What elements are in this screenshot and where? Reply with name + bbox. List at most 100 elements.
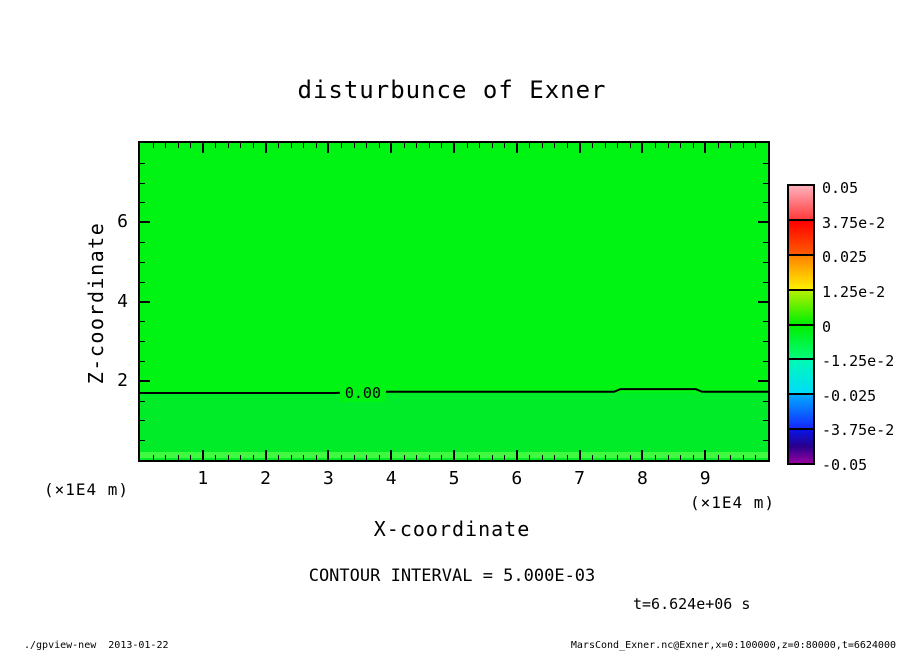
- axis-tick: [541, 143, 543, 148]
- axis-tick: [755, 455, 757, 460]
- x-tick-label: 8: [636, 468, 648, 489]
- axis-tick: [140, 360, 145, 362]
- x-tick-label: 3: [322, 468, 334, 489]
- axis-tick: [227, 143, 229, 148]
- axis-tick: [763, 360, 768, 362]
- axis-tick: [201, 143, 204, 153]
- axis-tick: [428, 455, 430, 460]
- colorbar-tick-label: 3.75e-2: [822, 213, 886, 232]
- axis-tick: [140, 162, 145, 164]
- axis-tick: [617, 143, 619, 148]
- axis-tick: [742, 143, 744, 148]
- axis-tick: [140, 400, 145, 402]
- axis-tick: [140, 242, 145, 244]
- colorbar-segment: [789, 393, 813, 429]
- axis-tick: [529, 455, 531, 460]
- axis-tick: [742, 455, 744, 460]
- axis-tick: [592, 455, 594, 460]
- axis-tick: [315, 143, 317, 148]
- axis-tick: [680, 455, 682, 460]
- axis-tick: [680, 143, 682, 148]
- time-label: t=6.624e+06 s: [633, 595, 751, 613]
- axis-tick: [315, 455, 317, 460]
- axis-tick: [403, 143, 405, 148]
- axis-tick: [327, 143, 330, 153]
- footer-dataset-label: MarsCond_Exner.nc@Exner,x=0:100000,z=0:8…: [570, 640, 896, 651]
- x-axis-title: X-coordinate: [373, 517, 531, 541]
- axis-tick: [190, 455, 192, 460]
- axis-tick: [654, 143, 656, 148]
- axis-tick: [730, 455, 732, 460]
- axis-tick: [215, 143, 217, 148]
- axis-tick: [303, 455, 305, 460]
- axis-tick: [416, 143, 418, 148]
- colorbar-tick-label: 0.05: [822, 179, 859, 197]
- axis-tick: [378, 455, 380, 460]
- axis-tick: [466, 143, 468, 148]
- axis-tick: [165, 143, 167, 148]
- axis-tick: [692, 455, 694, 460]
- colorbar-tick-label: -1.25e-2: [822, 352, 895, 371]
- axis-tick: [617, 455, 619, 460]
- axis-tick: [278, 143, 280, 148]
- axis-tick: [466, 455, 468, 460]
- y-tick-label: 6: [117, 211, 128, 233]
- axis-tick: [441, 143, 443, 148]
- axis-tick: [515, 450, 518, 460]
- axis-tick: [140, 341, 145, 343]
- axis-tick: [763, 162, 768, 164]
- colorbar-segment: [789, 323, 813, 359]
- colorbar-segment: [789, 428, 813, 463]
- axis-tick: [763, 202, 768, 204]
- axis-tick: [290, 143, 292, 148]
- colorbar-segment: [789, 218, 813, 254]
- axis-tick: [491, 455, 493, 460]
- axis-tick: [140, 261, 145, 263]
- axis-tick: [453, 143, 455, 153]
- axis-tick: [140, 281, 145, 283]
- axis-tick: [441, 455, 443, 460]
- axis-tick: [541, 455, 543, 460]
- axis-tick: [578, 143, 581, 153]
- axis-tick: [504, 143, 506, 148]
- axis-tick: [554, 143, 556, 148]
- axis-tick: [763, 261, 768, 263]
- axis-tick: [353, 455, 355, 460]
- axis-tick: [140, 202, 145, 204]
- colorbar-segment: [789, 186, 813, 219]
- axis-tick: [654, 455, 656, 460]
- axis-tick: [140, 182, 145, 184]
- axis-tick: [152, 143, 154, 148]
- x-tick-label: 5: [448, 468, 460, 489]
- fill-below-contour: [140, 393, 768, 460]
- axis-tick: [366, 143, 368, 148]
- x-unit-left-label: (×1E4 m): [44, 480, 130, 499]
- axis-tick: [303, 143, 305, 148]
- axis-tick: [641, 450, 644, 460]
- axis-tick: [140, 379, 150, 382]
- axis-tick: [641, 143, 644, 153]
- axis-tick: [140, 321, 145, 323]
- axis-tick: [215, 455, 217, 460]
- axis-tick: [604, 455, 606, 460]
- axis-tick: [578, 450, 581, 460]
- axis-tick: [253, 143, 255, 148]
- axis-tick: [190, 143, 192, 148]
- axis-tick: [140, 440, 145, 442]
- colorbar-tick-label: -0.05: [822, 456, 868, 474]
- axis-tick: [515, 143, 518, 153]
- x-tick-label: 2: [260, 468, 272, 489]
- axis-tick: [240, 143, 242, 148]
- axis-tick: [253, 455, 255, 460]
- axis-tick: [290, 455, 292, 460]
- axis-tick: [177, 143, 179, 148]
- axis-tick: [390, 143, 393, 153]
- axis-tick: [763, 321, 768, 323]
- colorbar-segment: [789, 253, 813, 289]
- axis-tick: [730, 143, 732, 148]
- contour-label: 0.00: [339, 383, 386, 402]
- axis-tick: [667, 455, 669, 460]
- axis-tick: [692, 143, 694, 148]
- x-unit-right-label: (×1E4 m): [690, 493, 776, 512]
